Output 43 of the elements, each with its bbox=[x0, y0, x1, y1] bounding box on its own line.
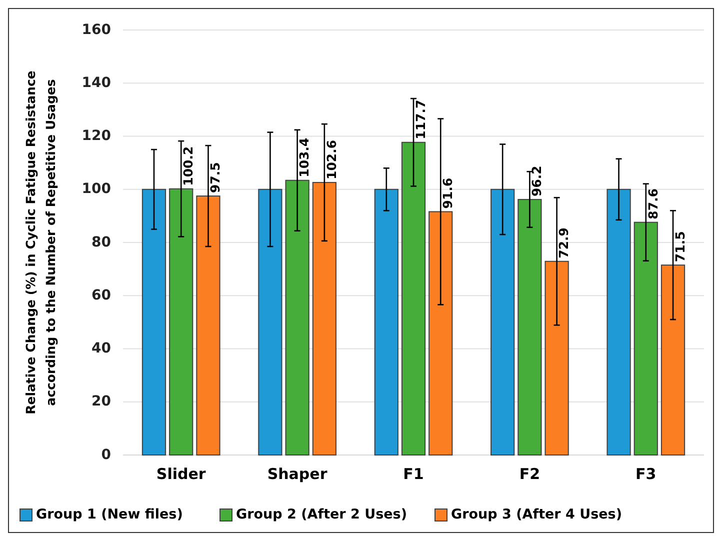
x-tick-label: Shaper bbox=[267, 465, 328, 483]
y-tick-label: 60 bbox=[92, 287, 112, 304]
y-tick-label: 20 bbox=[92, 394, 112, 410]
x-tick-label: Slider bbox=[156, 465, 206, 483]
y-tick-label: 80 bbox=[92, 234, 112, 250]
y-tick-label: 100 bbox=[82, 181, 112, 198]
data-label: 71.5 bbox=[672, 231, 688, 262]
bar bbox=[490, 188, 515, 456]
bar bbox=[518, 198, 542, 456]
bar bbox=[312, 182, 336, 456]
data-label: 103.4 bbox=[296, 138, 312, 178]
bar bbox=[196, 196, 220, 456]
data-label: 100.2 bbox=[180, 146, 196, 186]
bar bbox=[258, 188, 282, 456]
bar bbox=[544, 260, 569, 456]
data-label: 117.7 bbox=[412, 100, 428, 140]
bar bbox=[634, 222, 658, 456]
bar bbox=[428, 211, 453, 456]
x-tick-label: F3 bbox=[636, 465, 656, 483]
y-tick-label: 0 bbox=[101, 446, 112, 463]
data-label: 72.9 bbox=[556, 228, 572, 258]
bar bbox=[142, 188, 166, 456]
bar bbox=[660, 264, 686, 456]
legend-label: Group 1 (New files) bbox=[36, 506, 183, 523]
data-label: 97.5 bbox=[208, 162, 223, 194]
data-label: 87.6 bbox=[645, 188, 660, 220]
data-label: 96.2 bbox=[529, 166, 544, 196]
bar bbox=[374, 188, 398, 456]
data-label: 102.6 bbox=[324, 140, 339, 180]
y-tick-label: 120 bbox=[82, 128, 112, 144]
legend-label: Group 3 (After 4 Uses) bbox=[451, 506, 622, 523]
data-label: 91.6 bbox=[440, 178, 456, 209]
y-tick-label: 160 bbox=[82, 22, 112, 38]
x-tick-label: F1 bbox=[403, 465, 424, 483]
bar bbox=[401, 142, 426, 456]
legend-label: Group 2 (After 2 Uses) bbox=[236, 506, 407, 523]
bar bbox=[285, 180, 310, 456]
bar bbox=[606, 188, 631, 456]
y-tick-label: 140 bbox=[82, 74, 112, 91]
y-axis-title: Relative Change (%) in Cyclic Fatigue Resistance according to the Number of Repetitive Usages bbox=[23, 70, 58, 414]
y-tick-label: 40 bbox=[92, 340, 112, 357]
x-tick-label: F2 bbox=[519, 465, 540, 483]
bar bbox=[169, 188, 194, 456]
